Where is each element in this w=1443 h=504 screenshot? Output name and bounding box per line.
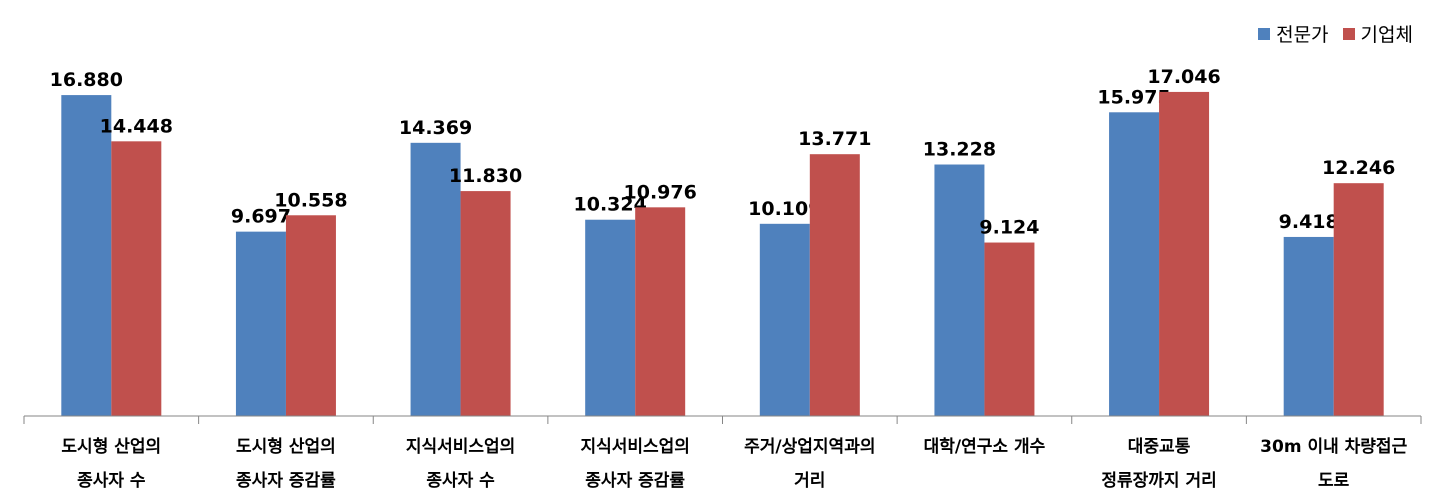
legend-swatch-expert: [1258, 27, 1271, 40]
legend-item-company: 기업체: [1342, 20, 1413, 47]
data-label-expert-5: 13.228: [923, 139, 996, 161]
category-label-1-line-1: 종사자 증감률: [236, 471, 336, 491]
bar-company-4: [809, 154, 860, 417]
bar-expert-6: [1109, 112, 1160, 416]
bar-company-0: [111, 141, 162, 416]
category-label-4-line-0: 주거/상업지역과의: [744, 437, 875, 457]
data-label-company-2: 11.830: [449, 165, 522, 187]
legend-swatch-company: [1342, 27, 1355, 40]
category-label-2-line-0: 지식서비스업의: [406, 437, 515, 457]
category-label-3-line-1: 종사자 증감률: [585, 471, 685, 491]
data-label-company-4: 13.771: [798, 128, 871, 150]
data-label-expert-7: 9.418: [1279, 211, 1339, 233]
category-label-6-line-0: 대중교통: [1128, 437, 1191, 457]
data-label-company-3: 10.976: [624, 181, 697, 203]
bar-company-1: [285, 215, 336, 416]
category-label-4-line-1: 거리: [794, 471, 825, 491]
bar-company-5: [984, 242, 1035, 416]
category-label-5-line-0: 대학/연구소 개수: [924, 437, 1046, 457]
bar-company-7: [1333, 183, 1384, 416]
data-label-company-7: 12.246: [1322, 157, 1395, 179]
bar-expert-5: [934, 164, 985, 416]
category-label-6-line-1: 정류장까지 거리: [1101, 471, 1216, 491]
legend-label-company: 기업체: [1360, 24, 1413, 46]
data-label-company-0: 14.448: [100, 115, 173, 137]
data-label-expert-4: 10.109: [748, 198, 821, 220]
category-label-0-line-0: 도시형 산업의: [61, 436, 161, 457]
legend-item-expert: 전문가: [1258, 20, 1329, 47]
bar-company-2: [460, 191, 511, 416]
category-label-0-line-1: 종사자 수: [77, 471, 146, 491]
bar-company-6: [1159, 91, 1210, 416]
legend: 전문가 기업체: [1244, 20, 1413, 47]
category-label-2-line-1: 종사자 수: [426, 471, 495, 491]
data-label-company-6: 17.046: [1147, 66, 1220, 88]
category-label-7-line-1: 도로: [1318, 471, 1350, 491]
bar-expert-4: [759, 223, 810, 416]
bar-expert-0: [61, 95, 112, 417]
legend-label-expert: 전문가: [1276, 24, 1329, 46]
data-label-expert-1: 9.697: [231, 206, 291, 228]
data-label-expert-2: 14.369: [399, 117, 472, 139]
bar-company-3: [635, 207, 686, 416]
bar-expert-7: [1283, 236, 1334, 416]
data-label-expert-6: 15.975: [1097, 86, 1170, 108]
category-label-7-line-0: 30m 이내 차량접근: [1260, 437, 1407, 457]
category-label-1-line-0: 도시형 산업의: [236, 436, 336, 457]
data-label-expert-0: 16.880: [50, 69, 123, 91]
data-label-company-5: 9.124: [979, 217, 1039, 239]
data-label-company-1: 10.558: [274, 189, 347, 211]
bar-expert-1: [235, 231, 286, 416]
bar-expert-3: [585, 219, 636, 416]
data-label-expert-3: 10.324: [574, 194, 647, 216]
bar-expert-2: [410, 142, 461, 417]
category-label-3-line-0: 지식서비스업의: [580, 437, 689, 457]
